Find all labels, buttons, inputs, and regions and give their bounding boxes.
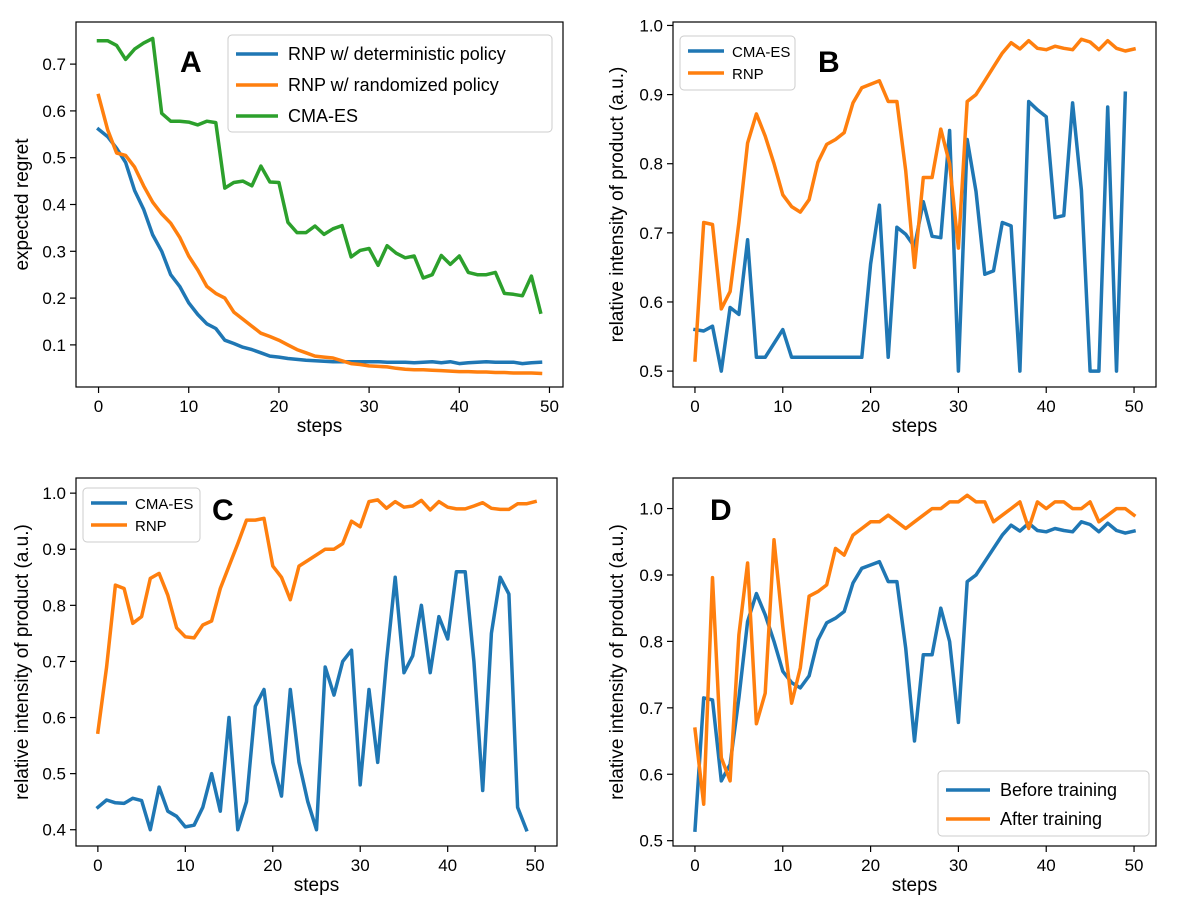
x-tick-label: 10 [773, 856, 792, 875]
legend: CMA-ES RNP [679, 35, 796, 91]
x-tick-label: 30 [360, 397, 379, 416]
series-line-3 [96, 36, 543, 315]
y-tick-label: 0.4 [42, 821, 66, 840]
series-line-1 [95, 569, 529, 832]
y-tick-label: 1.0 [639, 16, 663, 35]
x-tick-label: 0 [94, 397, 103, 416]
x-tick-label: 0 [690, 397, 699, 416]
x-tick-label: 20 [269, 397, 288, 416]
x-tick-label: 40 [1037, 856, 1056, 875]
y-tick-label: 0.1 [42, 336, 66, 355]
legend: CMA-ES RNP [82, 487, 201, 543]
x-tick-label: 20 [263, 856, 282, 875]
panel-letter: D [710, 494, 732, 527]
x-tick-label: 50 [540, 397, 559, 416]
x-axis-label: steps [297, 416, 342, 437]
y-tick-label: 0.6 [639, 293, 663, 312]
series-line-1 [692, 91, 1128, 373]
panel-d: 0 10 20 30 40 50 0.5 0.6 0.7 0.8 0.9 1.0 steps relati… [607, 477, 1157, 896]
x-tick-label: 30 [949, 397, 968, 416]
series-line-2 [693, 493, 1137, 806]
series-line-1 [96, 126, 543, 366]
x-tick-label: 50 [1125, 856, 1144, 875]
legend-label: CMA-ES [135, 496, 193, 513]
y-tick-label: 0.5 [639, 832, 663, 851]
y-tick-label: 0.7 [42, 55, 66, 74]
y-axis-label: relative intensity of product (a.u.) [12, 524, 33, 800]
x-tick-label: 0 [690, 856, 699, 875]
y-tick-label: 0.9 [639, 86, 663, 105]
y-tick-label: 0.7 [639, 224, 663, 243]
y-tick-label: 0.5 [42, 765, 66, 784]
x-tick-label: 50 [526, 856, 545, 875]
y-tick-label: 0.6 [42, 102, 66, 121]
legend-box [227, 34, 553, 133]
series-line-2 [693, 37, 1137, 362]
plot-frame [672, 477, 1157, 847]
legend: Before training After training [937, 770, 1150, 837]
y-tick-label: 0.5 [42, 149, 66, 168]
y-tick-label: 0.7 [639, 699, 663, 718]
y-axis-label: expected regret [12, 138, 33, 271]
panel-b: 0 10 20 30 40 50 0.5 0.6 0.7 0.8 0.9 1.0 steps relati… [607, 16, 1157, 437]
series-line-2 [96, 93, 543, 376]
y-tick-label: 0.2 [42, 289, 66, 308]
legend-label: RNP [732, 66, 764, 83]
panel-a: 0 10 20 30 40 50 0.1 0.2 0.3 0.4 0.5 0.6 0.7 steps exp… [12, 21, 564, 437]
legend-label: RNP w/ deterministic policy [288, 44, 506, 64]
y-tick-label: 0.9 [42, 540, 66, 559]
panel-letter: B [818, 46, 840, 79]
legend-label: CMA-ES [732, 44, 790, 61]
legend-label: RNP w/ randomized policy [288, 75, 499, 95]
x-tick-label: 30 [949, 856, 968, 875]
x-tick-label: 10 [773, 397, 792, 416]
legend-label: Before training [1000, 780, 1117, 800]
legend-label: After training [1000, 809, 1102, 829]
legend-box [937, 770, 1150, 837]
y-tick-label: 0.8 [42, 596, 66, 615]
y-tick-label: 0.9 [639, 566, 663, 585]
x-tick-label: 10 [176, 856, 195, 875]
x-tick-label: 50 [1125, 397, 1144, 416]
plot-frame [672, 21, 1157, 388]
legend-label: CMA-ES [288, 106, 358, 126]
y-tick-label: 0.7 [42, 652, 66, 671]
panel-c: 0 10 20 30 40 50 0.4 0.5 0.6 0.7 0.8 0.9 1.0 steps rel… [12, 477, 558, 896]
x-axis-label: steps [892, 875, 937, 896]
y-tick-label: 0.6 [639, 765, 663, 784]
x-tick-label: 30 [351, 856, 370, 875]
y-tick-label: 1.0 [639, 500, 663, 519]
y-tick-label: 0.4 [42, 196, 66, 215]
x-tick-label: 40 [1037, 397, 1056, 416]
x-tick-label: 10 [179, 397, 198, 416]
y-axis-label: relative intensity of product (a.u.) [607, 524, 628, 800]
x-tick-label: 40 [450, 397, 469, 416]
series-line-2 [95, 498, 538, 735]
x-axis-label: steps [294, 875, 339, 896]
y-tick-label: 0.8 [639, 632, 663, 651]
x-tick-label: 20 [861, 856, 880, 875]
y-tick-label: 0.8 [639, 155, 663, 174]
y-tick-label: 0.3 [42, 242, 66, 261]
x-tick-label: 20 [861, 397, 880, 416]
x-axis-label: steps [892, 416, 937, 437]
y-tick-label: 1.0 [42, 484, 66, 503]
panel-letter: A [180, 46, 202, 79]
legend-label: RNP [135, 518, 167, 535]
x-tick-label: 40 [438, 856, 457, 875]
y-axis-label: relative intensity of product (a.u.) [607, 67, 628, 343]
y-tick-label: 0.5 [639, 362, 663, 381]
y-tick-label: 0.6 [42, 709, 66, 728]
legend: RNP w/ deterministic policy RNP w/ random… [227, 34, 553, 133]
x-tick-label: 0 [93, 856, 102, 875]
panel-letter: C [212, 494, 234, 527]
